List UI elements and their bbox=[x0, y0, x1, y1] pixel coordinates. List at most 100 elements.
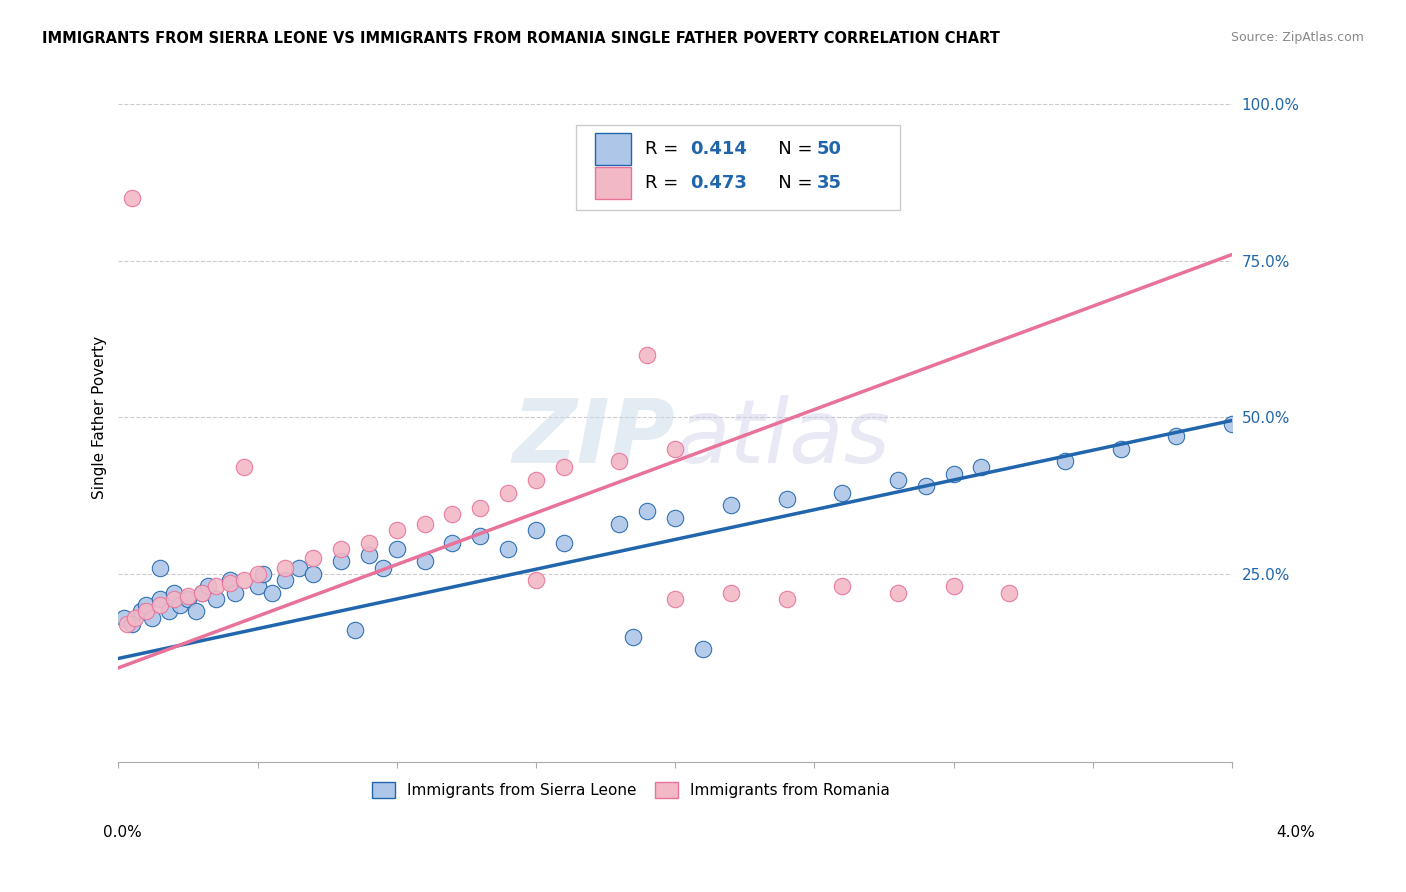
Point bbox=[970, 460, 993, 475]
Point bbox=[441, 535, 464, 549]
Point bbox=[163, 591, 186, 606]
Point bbox=[636, 504, 658, 518]
Point bbox=[664, 510, 686, 524]
Point bbox=[141, 611, 163, 625]
Text: N =: N = bbox=[761, 174, 818, 192]
Text: 0.0%: 0.0% bbox=[103, 825, 142, 839]
Point bbox=[664, 591, 686, 606]
Point bbox=[246, 566, 269, 581]
Point bbox=[302, 566, 325, 581]
Point bbox=[224, 585, 246, 599]
Point bbox=[191, 585, 214, 599]
Point bbox=[775, 591, 797, 606]
Text: Source: ZipAtlas.com: Source: ZipAtlas.com bbox=[1230, 31, 1364, 45]
Point bbox=[232, 460, 254, 475]
Point bbox=[149, 599, 172, 613]
Text: 50: 50 bbox=[817, 140, 842, 158]
Point bbox=[553, 460, 575, 475]
Point bbox=[831, 579, 853, 593]
Point bbox=[441, 508, 464, 522]
Point bbox=[609, 454, 631, 468]
Point bbox=[775, 491, 797, 506]
Point bbox=[385, 541, 408, 556]
Point bbox=[205, 579, 228, 593]
Point bbox=[149, 591, 172, 606]
Point bbox=[191, 585, 214, 599]
Point bbox=[357, 548, 380, 562]
Legend: Immigrants from Sierra Leone, Immigrants from Romania: Immigrants from Sierra Leone, Immigrants… bbox=[364, 774, 897, 805]
Text: N =: N = bbox=[761, 140, 818, 158]
Point bbox=[887, 473, 910, 487]
Point bbox=[246, 579, 269, 593]
Point bbox=[169, 599, 191, 613]
Point bbox=[232, 573, 254, 587]
Point bbox=[121, 617, 143, 632]
Text: 0.473: 0.473 bbox=[690, 174, 747, 192]
Point bbox=[177, 589, 200, 603]
Point bbox=[330, 541, 353, 556]
Point bbox=[1053, 454, 1076, 468]
Text: ZIP: ZIP bbox=[512, 394, 675, 482]
Point bbox=[197, 579, 219, 593]
Text: 35: 35 bbox=[817, 174, 842, 192]
Point bbox=[385, 523, 408, 537]
Point bbox=[121, 191, 143, 205]
Y-axis label: Single Father Poverty: Single Father Poverty bbox=[93, 335, 107, 499]
Point bbox=[1166, 429, 1188, 443]
Point bbox=[914, 479, 936, 493]
Point bbox=[553, 535, 575, 549]
Point bbox=[260, 585, 283, 599]
Point bbox=[357, 535, 380, 549]
Text: R =: R = bbox=[645, 140, 685, 158]
Point bbox=[218, 576, 240, 591]
Point bbox=[831, 485, 853, 500]
Point bbox=[496, 541, 519, 556]
Point bbox=[252, 566, 274, 581]
Point bbox=[1109, 442, 1132, 456]
Point bbox=[163, 585, 186, 599]
Point bbox=[177, 591, 200, 606]
Point bbox=[274, 573, 297, 587]
Point bbox=[157, 605, 180, 619]
Point bbox=[413, 554, 436, 568]
Point bbox=[288, 560, 311, 574]
Point bbox=[664, 442, 686, 456]
Point bbox=[942, 579, 965, 593]
Point bbox=[124, 611, 146, 625]
Point bbox=[330, 554, 353, 568]
Point bbox=[942, 467, 965, 481]
Point bbox=[149, 560, 172, 574]
Point bbox=[720, 498, 742, 512]
Point bbox=[344, 624, 367, 638]
Point bbox=[413, 516, 436, 531]
Text: 0.414: 0.414 bbox=[690, 140, 747, 158]
Point bbox=[112, 611, 135, 625]
Point bbox=[205, 591, 228, 606]
Point bbox=[135, 599, 157, 613]
Point bbox=[470, 529, 492, 543]
Point bbox=[129, 605, 152, 619]
Text: atlas: atlas bbox=[675, 395, 890, 481]
Point bbox=[496, 485, 519, 500]
Point bbox=[692, 642, 714, 657]
Point bbox=[720, 585, 742, 599]
Point bbox=[302, 551, 325, 566]
Point bbox=[609, 516, 631, 531]
Point bbox=[524, 523, 547, 537]
Point bbox=[218, 573, 240, 587]
Point bbox=[524, 473, 547, 487]
Text: R =: R = bbox=[645, 174, 685, 192]
Point bbox=[274, 560, 297, 574]
Point bbox=[524, 573, 547, 587]
Point bbox=[470, 501, 492, 516]
Point bbox=[371, 560, 394, 574]
Point bbox=[186, 605, 208, 619]
Point bbox=[636, 348, 658, 362]
Text: IMMIGRANTS FROM SIERRA LEONE VS IMMIGRANTS FROM ROMANIA SINGLE FATHER POVERTY CO: IMMIGRANTS FROM SIERRA LEONE VS IMMIGRAN… bbox=[42, 31, 1000, 46]
Point bbox=[1220, 417, 1243, 431]
Text: 4.0%: 4.0% bbox=[1275, 825, 1315, 839]
Point bbox=[998, 585, 1021, 599]
Point bbox=[887, 585, 910, 599]
Point bbox=[135, 605, 157, 619]
Point bbox=[115, 617, 138, 632]
